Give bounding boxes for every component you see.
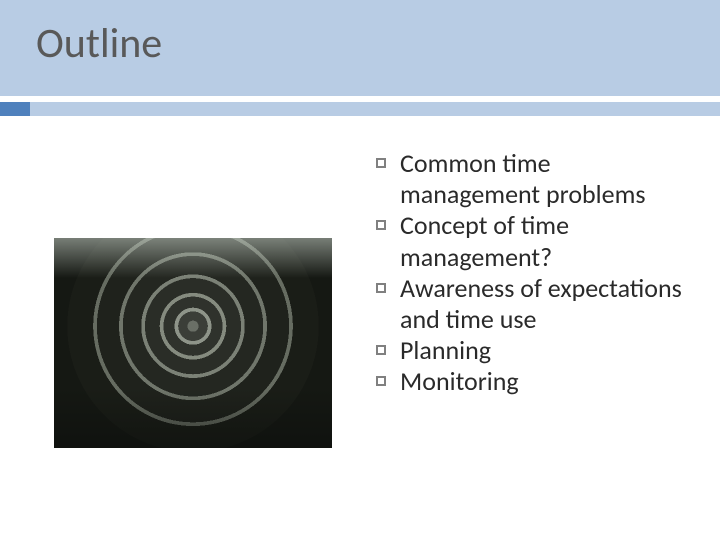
square-bullet-icon <box>376 220 386 230</box>
square-bullet-icon <box>376 376 386 386</box>
accent-bar <box>0 102 720 116</box>
list-item-text: Common time management problems <box>400 148 696 210</box>
outline-list: Common time management problems Concept … <box>376 148 696 398</box>
square-bullet-icon <box>376 345 386 355</box>
list-item-text: Awareness of expectations and time use <box>400 273 696 335</box>
list-item-text: Concept of time management? <box>400 210 696 272</box>
slide: Outline Common time management problems … <box>0 0 720 540</box>
list-item: Monitoring <box>376 366 696 397</box>
list-item: Planning <box>376 335 696 366</box>
page-title: Outline <box>36 18 162 69</box>
list-item: Common time management problems <box>376 148 696 210</box>
spiral-staircase-image <box>54 238 332 448</box>
accent-bar-left <box>0 102 30 116</box>
square-bullet-icon <box>376 283 386 293</box>
list-item-text: Planning <box>400 335 491 366</box>
list-item: Awareness of expectations and time use <box>376 273 696 335</box>
square-bullet-icon <box>376 158 386 168</box>
list-item: Concept of time management? <box>376 210 696 272</box>
list-item-text: Monitoring <box>400 366 519 397</box>
